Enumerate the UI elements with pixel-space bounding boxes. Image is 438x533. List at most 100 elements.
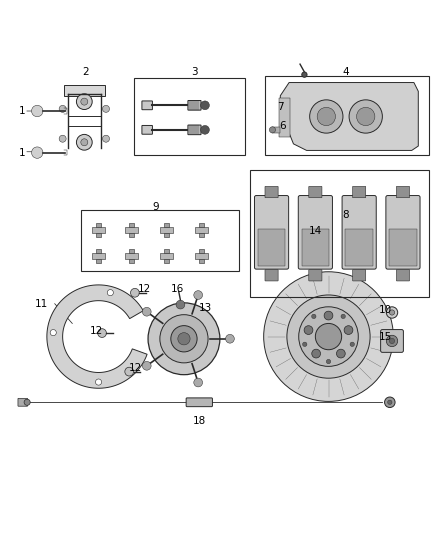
Circle shape bbox=[171, 326, 197, 352]
Circle shape bbox=[95, 379, 102, 385]
Circle shape bbox=[107, 289, 113, 296]
Circle shape bbox=[349, 100, 382, 133]
Circle shape bbox=[310, 100, 343, 133]
Bar bbox=[301, 229, 329, 265]
Text: 6: 6 bbox=[279, 122, 286, 131]
Circle shape bbox=[302, 72, 307, 77]
Bar bbox=[96, 249, 101, 253]
Circle shape bbox=[76, 134, 92, 150]
Bar bbox=[199, 233, 204, 237]
Bar bbox=[195, 227, 208, 233]
Circle shape bbox=[194, 378, 202, 387]
Bar bbox=[164, 259, 169, 263]
Bar bbox=[129, 223, 134, 227]
Circle shape bbox=[32, 106, 43, 117]
Circle shape bbox=[142, 308, 151, 316]
Circle shape bbox=[176, 300, 185, 309]
FancyBboxPatch shape bbox=[186, 398, 212, 407]
FancyBboxPatch shape bbox=[353, 187, 366, 198]
Circle shape bbox=[264, 272, 393, 401]
Bar bbox=[199, 259, 204, 263]
FancyBboxPatch shape bbox=[309, 187, 322, 198]
Circle shape bbox=[317, 107, 336, 126]
FancyBboxPatch shape bbox=[142, 125, 152, 134]
Circle shape bbox=[102, 106, 110, 112]
Circle shape bbox=[81, 139, 88, 146]
Circle shape bbox=[50, 329, 57, 336]
Bar bbox=[160, 253, 173, 259]
FancyBboxPatch shape bbox=[381, 329, 403, 352]
Bar bbox=[279, 98, 290, 138]
Bar bbox=[199, 223, 204, 227]
FancyBboxPatch shape bbox=[254, 196, 289, 269]
Bar bbox=[125, 253, 138, 259]
Circle shape bbox=[388, 400, 392, 405]
Circle shape bbox=[76, 94, 92, 109]
Circle shape bbox=[341, 314, 346, 319]
Circle shape bbox=[336, 349, 345, 358]
Circle shape bbox=[299, 307, 358, 366]
Text: 10: 10 bbox=[379, 305, 392, 316]
Bar bbox=[129, 233, 134, 237]
Bar bbox=[272, 127, 280, 133]
Text: 12: 12 bbox=[90, 326, 103, 336]
Circle shape bbox=[357, 107, 375, 126]
Text: 12: 12 bbox=[138, 284, 151, 294]
Circle shape bbox=[59, 135, 66, 142]
Text: 3: 3 bbox=[191, 67, 198, 77]
Circle shape bbox=[350, 342, 354, 346]
FancyBboxPatch shape bbox=[309, 270, 322, 281]
Circle shape bbox=[386, 307, 398, 318]
Circle shape bbox=[386, 335, 398, 346]
Text: 18: 18 bbox=[193, 416, 206, 426]
Bar bbox=[389, 229, 417, 265]
Bar bbox=[199, 249, 204, 253]
Polygon shape bbox=[47, 285, 147, 388]
FancyBboxPatch shape bbox=[396, 187, 410, 198]
Circle shape bbox=[311, 314, 316, 319]
Circle shape bbox=[160, 314, 208, 363]
Bar bbox=[96, 233, 101, 237]
Circle shape bbox=[226, 334, 234, 343]
Circle shape bbox=[312, 349, 321, 358]
Text: 4: 4 bbox=[343, 67, 350, 77]
FancyBboxPatch shape bbox=[188, 125, 201, 135]
Text: 14: 14 bbox=[309, 227, 322, 237]
Circle shape bbox=[178, 333, 190, 345]
Circle shape bbox=[303, 342, 307, 346]
Text: 1: 1 bbox=[18, 106, 25, 116]
Circle shape bbox=[344, 326, 353, 335]
Bar bbox=[92, 253, 105, 259]
Bar bbox=[265, 76, 429, 155]
Circle shape bbox=[389, 338, 395, 344]
Circle shape bbox=[81, 98, 88, 105]
Bar bbox=[129, 259, 134, 263]
Circle shape bbox=[287, 295, 370, 378]
Bar bbox=[345, 229, 373, 265]
Bar bbox=[195, 253, 208, 259]
Bar bbox=[96, 259, 101, 263]
Text: 8: 8 bbox=[343, 210, 350, 220]
Circle shape bbox=[315, 324, 342, 350]
Text: 11: 11 bbox=[35, 298, 48, 309]
FancyBboxPatch shape bbox=[265, 187, 278, 198]
Circle shape bbox=[201, 101, 209, 110]
Circle shape bbox=[32, 147, 43, 158]
Circle shape bbox=[24, 399, 30, 405]
Bar bbox=[164, 233, 169, 237]
Text: 7: 7 bbox=[277, 102, 284, 111]
Bar bbox=[164, 223, 169, 227]
Circle shape bbox=[194, 290, 202, 300]
Bar bbox=[160, 227, 173, 233]
Bar bbox=[129, 249, 134, 253]
Circle shape bbox=[102, 135, 110, 142]
Text: 13: 13 bbox=[199, 303, 212, 313]
Text: 2: 2 bbox=[82, 67, 89, 77]
FancyBboxPatch shape bbox=[18, 398, 28, 406]
FancyBboxPatch shape bbox=[188, 101, 201, 110]
Circle shape bbox=[125, 367, 134, 376]
Circle shape bbox=[389, 310, 395, 315]
Bar bbox=[250, 170, 429, 297]
Bar bbox=[125, 227, 138, 233]
Bar bbox=[134, 78, 245, 155]
